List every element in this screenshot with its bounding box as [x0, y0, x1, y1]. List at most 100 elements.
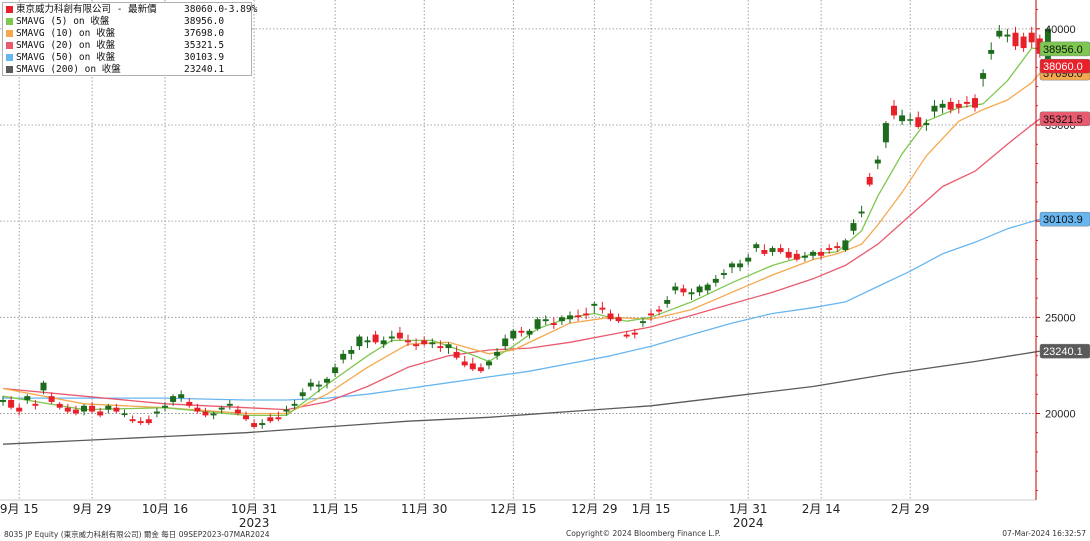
- candle-body: [72, 409, 79, 414]
- legend-item-sma200: SMAVG (200) on 收盤 23240.1: [3, 64, 251, 75]
- y-tick-label: 20000: [1045, 408, 1076, 420]
- candle-body: [129, 419, 136, 422]
- candle-body: [469, 363, 476, 370]
- candle-body: [753, 244, 760, 249]
- candle-body: [688, 292, 695, 295]
- value-tag-label: 35321.5: [1043, 114, 1083, 126]
- candle-body: [405, 340, 411, 343]
- candle-body: [672, 286, 679, 291]
- chart-legend: 東京威力科創有限公司 - 最新價 38060.0 -3.89% SMAVG (5…: [2, 2, 257, 76]
- sma50-line: [3, 218, 1040, 401]
- candle-body: [48, 396, 55, 402]
- candle-body: [332, 367, 339, 374]
- candle-body: [162, 405, 168, 408]
- x-tick-label: 2月 14: [802, 502, 841, 516]
- candle-body: [737, 263, 744, 268]
- candle-body: [972, 98, 978, 108]
- candle-body: [186, 401, 193, 406]
- legend-item-price: 東京威力科創有限公司 - 最新價 38060.0 -3.89%: [3, 4, 257, 15]
- candle-body: [866, 176, 873, 185]
- candle-body: [558, 317, 565, 322]
- candle-body: [664, 300, 671, 304]
- legend-label: SMAVG (50) on 收盤: [16, 52, 116, 63]
- y-tick-label: 25000: [1045, 312, 1076, 324]
- candle-body: [591, 303, 598, 306]
- candle-body: [567, 315, 573, 320]
- candle-body: [607, 313, 614, 320]
- candle-body: [421, 340, 428, 345]
- candle-body: [283, 409, 290, 412]
- value-tag-label: 23240.1: [1043, 346, 1083, 358]
- candle-body: [137, 421, 144, 424]
- candle-body: [996, 30, 1003, 37]
- legend-label: SMAVG (20) on 收盤: [16, 40, 116, 51]
- x-tick-label: 2月 29: [891, 502, 930, 516]
- legend-value: 23240.1: [184, 64, 225, 75]
- legend-value: 30103.9: [184, 52, 225, 63]
- candle-body: [40, 382, 47, 391]
- legend-swatch: [6, 6, 13, 13]
- candle-body: [64, 407, 71, 412]
- x-tick-label: 10月 16: [142, 502, 188, 516]
- legend-item-sma10: SMAVG (10) on 收盤 37698.0: [3, 28, 251, 39]
- candle-body: [542, 319, 549, 322]
- x-tick-label: 12月 29: [571, 502, 617, 516]
- candle-body: [882, 123, 889, 143]
- candle-body: [445, 344, 452, 349]
- candle-body: [348, 350, 355, 354]
- candle-body: [299, 392, 306, 397]
- candle-body: [226, 403, 233, 406]
- candle-body: [267, 417, 274, 422]
- candle-body: [899, 115, 906, 122]
- legend-swatch: [6, 66, 13, 73]
- candle-body: [988, 50, 995, 54]
- candle-body: [526, 330, 533, 335]
- legend-item-sma5: SMAVG (5) on 收盤 38956.0: [3, 16, 251, 27]
- sma20-line: [2, 118, 1041, 411]
- x-tick-label: 9月 29: [73, 502, 112, 516]
- candle-body: [939, 103, 946, 108]
- x-year-label: 2024: [733, 516, 764, 530]
- x-tick-label: 1月 31: [729, 502, 768, 516]
- candle-body: [502, 338, 509, 347]
- candle-body: [32, 403, 39, 406]
- candle-body: [24, 396, 31, 400]
- candle-body: [202, 411, 209, 416]
- candle-body: [745, 257, 752, 262]
- candle-body: [307, 382, 314, 387]
- candle-body: [639, 321, 646, 324]
- candle-body: [648, 313, 654, 316]
- legend-value: 37698.0: [184, 28, 225, 39]
- candle-body: [656, 309, 663, 312]
- candle-body: [251, 423, 258, 427]
- candle-body: [915, 117, 922, 127]
- candle-body: [486, 361, 492, 366]
- legend-value: 38956.0: [184, 16, 225, 27]
- candle-body: [81, 405, 87, 412]
- candle-body: [534, 319, 541, 329]
- candle-body: [931, 105, 938, 112]
- legend-label: 東京威力科創有限公司 - 最新價: [16, 4, 157, 15]
- candle-body: [631, 332, 638, 335]
- candle-body: [210, 413, 217, 416]
- candle-body: [850, 223, 857, 231]
- legend-value: 38060.0: [184, 4, 225, 15]
- legend-item-sma20: SMAVG (20) on 收盤 35321.5: [3, 40, 251, 51]
- candle-body: [170, 396, 177, 402]
- candle-body: [153, 411, 160, 414]
- x-tick-label: 9月 15: [0, 502, 39, 516]
- candle-body: [291, 403, 298, 406]
- candle-body: [461, 361, 468, 366]
- legend-label: SMAVG (10) on 收盤: [16, 28, 116, 39]
- candle-body: [874, 159, 881, 164]
- candle-body: [234, 409, 241, 414]
- candle-body: [340, 353, 347, 360]
- candle-body: [963, 101, 970, 104]
- candle-body: [8, 400, 15, 408]
- candle-body: [380, 340, 387, 345]
- value-tag: [1039, 58, 1090, 74]
- x-tick-label: 11月 15: [312, 502, 358, 516]
- candle-body: [243, 415, 249, 420]
- candle-body: [826, 248, 833, 250]
